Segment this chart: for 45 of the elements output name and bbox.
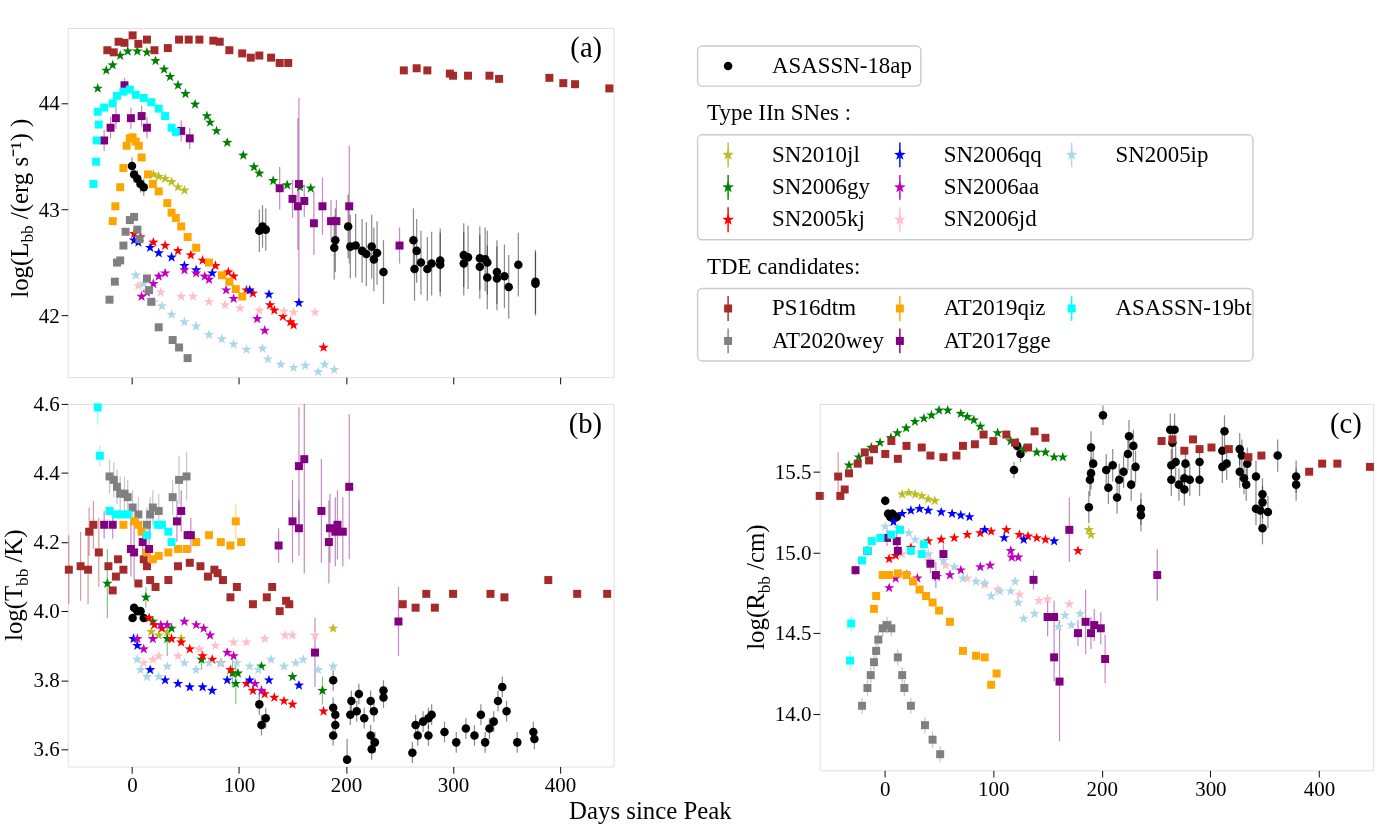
chart-title: (b) — [568, 406, 603, 440]
legend-label: ASASSN-19bt — [1115, 295, 1253, 321]
y-tick-label: 4.4 — [33, 461, 61, 486]
y-tick-label: 4.2 — [33, 530, 60, 555]
y-tick-label: 4.0 — [33, 599, 60, 624]
text: Type IIn SNes : — [707, 100, 852, 126]
x-tick-label: 400 — [1303, 776, 1336, 801]
y-tick-label: 14.5 — [774, 621, 812, 646]
legend-label: SN2006qq — [943, 141, 1043, 167]
x-tick-label: 0 — [880, 776, 891, 801]
y-tick-label: 44 — [38, 91, 61, 116]
chart-title: (c) — [1329, 406, 1362, 440]
chart-title: (a) — [570, 30, 603, 64]
y-axis-title: log(Lbb /(erg s⁻¹) ) — [5, 118, 38, 298]
y-tick-label: 3.8 — [33, 668, 60, 693]
x-axis-title: Days since Peak — [569, 797, 733, 825]
x-tick-label: 100 — [978, 776, 1010, 801]
x-tick-label: 100 — [223, 772, 256, 797]
y-tick-label: 14.0 — [774, 702, 812, 727]
legend-label: SN2006gy — [772, 173, 871, 199]
legend-label: AT2019qiz — [943, 295, 1046, 321]
y-axis-title: log(Tbb /K) — [0, 529, 33, 641]
x-tick-label: 0 — [127, 772, 138, 797]
legend-label: AT2017gge — [943, 327, 1051, 353]
y-axis-title: log(Rbb /cm) — [741, 524, 774, 650]
y-tick-label: 4.6 — [33, 392, 60, 417]
x-tick-label: 300 — [1195, 776, 1227, 801]
legend-label: SN2005ip — [1115, 141, 1209, 167]
x-tick-label: 300 — [437, 772, 470, 797]
legend-label: AT2020wey — [772, 327, 885, 353]
legend-label: SN2006aa — [943, 173, 1040, 199]
legend-label: SN2005kj — [772, 206, 865, 232]
legend-label: ASASSN-18ap — [772, 52, 912, 78]
y-tick-label: 43 — [38, 197, 60, 222]
legend-label: SN2006jd — [943, 206, 1038, 232]
y-tick-label: 15.0 — [774, 540, 812, 565]
y-tick-label: 3.6 — [33, 737, 60, 762]
y-tick-label: 15.5 — [774, 459, 812, 484]
y-tick-label: 42 — [38, 303, 60, 328]
legend-label: SN2010jl — [772, 141, 860, 167]
x-tick-label: 400 — [544, 772, 577, 797]
x-tick-label: 200 — [330, 772, 363, 797]
legend-label: PS16dtm — [772, 295, 857, 321]
x-tick-label: 200 — [1086, 776, 1119, 801]
text: TDE candidates: — [707, 254, 861, 280]
